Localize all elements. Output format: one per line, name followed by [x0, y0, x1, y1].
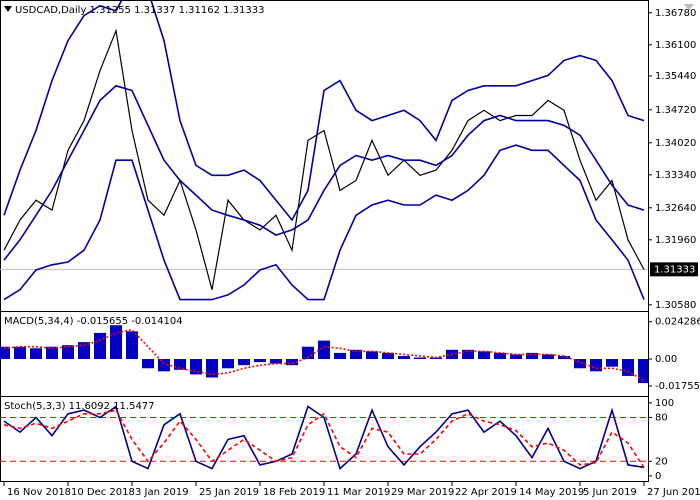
x-tick-label: 3 Jan 2019: [135, 487, 189, 498]
x-tick-label: 11 Mar 2019: [327, 487, 390, 498]
macd-bar: [78, 342, 90, 360]
macd-bar: [462, 349, 474, 360]
macd-bar: [110, 325, 122, 360]
x-tick-label: 29 Mar 2019: [391, 487, 454, 498]
y-tick-label: 1.34020: [655, 138, 696, 149]
x-tick-label: 14 May 2019: [519, 487, 584, 498]
macd-bar: [254, 359, 266, 363]
macd-bar: [174, 359, 186, 370]
macd-bar: [350, 349, 362, 360]
y-tick-label: 1.31960: [655, 235, 696, 246]
macd-bar: [158, 359, 170, 372]
x-tick-label: 10 Dec 2018: [71, 487, 135, 498]
macd-bar: [526, 352, 538, 360]
macd-bar: [510, 354, 522, 360]
macd-bar: [286, 359, 298, 366]
macd-bar: [30, 348, 42, 360]
macd-bar: [494, 352, 506, 360]
corner-icon: [684, 4, 694, 10]
x-tick-label: 16 Nov 2018: [7, 487, 71, 498]
y-tick-label: 1.36780: [655, 8, 696, 19]
panel: [0, 1, 648, 301]
x-tick-label: 18 Feb 2019: [263, 487, 325, 498]
macd-bar: [270, 359, 282, 364]
macd-bar: [206, 359, 218, 378]
x-tick-label: 27 Jun 2019: [647, 487, 700, 498]
macd-bar: [0, 346, 10, 360]
current-price-box: [650, 262, 698, 277]
macd-bar: [190, 359, 202, 375]
panel-title: Stoch(5,3,3) 11.6092 11.5477: [4, 401, 155, 412]
macd-bar: [46, 346, 58, 360]
macd-bar: [414, 357, 426, 360]
y-tick-label: 20: [655, 456, 668, 467]
x-tick-label: 25 Jan 2019: [199, 487, 259, 498]
macd-bar: [622, 359, 634, 376]
series-line: [3, 28, 645, 290]
series-line: [3, 409, 645, 468]
macd-bar: [366, 351, 378, 360]
menu-icon: [4, 6, 12, 12]
macd-bar: [238, 359, 250, 366]
y-tick-label: 0.00: [655, 354, 677, 365]
panel-title: USDCAD,Daily 1.31255 1.31337 1.31162 1.3…: [15, 5, 265, 16]
y-tick-label: 1.33340: [655, 170, 696, 181]
plot-frame: [0, 0, 649, 482]
macd-bar: [14, 346, 26, 360]
x-tick-label: 5 Jun 2019: [583, 487, 637, 498]
macd-bar: [94, 332, 106, 360]
y-tick-label: 1.30580: [655, 300, 696, 311]
macd-bar: [318, 340, 330, 360]
series-line: [3, 1, 645, 222]
macd-bar: [542, 354, 554, 360]
panel: [0, 405, 648, 471]
macd-bar: [574, 359, 586, 369]
macd-bar: [590, 359, 602, 372]
y-tick-label: 1.35440: [655, 71, 696, 82]
macd-bar: [638, 359, 648, 384]
macd-bar: [558, 355, 570, 360]
macd-bar: [606, 359, 618, 367]
series-line: [3, 328, 645, 382]
macd-bar: [142, 359, 154, 369]
y-tick-label: 80: [655, 412, 668, 423]
macd-bar: [398, 355, 410, 360]
current-price-label: 1.31333: [654, 264, 695, 275]
y-tick-label: 1.34720: [655, 105, 696, 116]
y-tick-label: 0.024286: [655, 317, 700, 328]
macd-bar: [62, 345, 74, 360]
macd-bar: [334, 352, 346, 360]
y-tick-label: 1.32640: [655, 203, 696, 214]
macd-bar: [478, 351, 490, 360]
series-line: [3, 405, 645, 471]
macd-bar: [382, 352, 394, 360]
macd-bar: [126, 331, 138, 360]
series-line: [3, 144, 645, 301]
x-tick-label: 22 Apr 2019: [455, 487, 517, 498]
y-tick-label: -0.017557: [655, 381, 700, 392]
panel-title: MACD(5,34,4) -0.015655 -0.014104: [4, 316, 183, 327]
y-tick-label: 0: [655, 471, 661, 482]
y-tick-label: 1.36100: [655, 40, 696, 51]
y-tick-label: 100: [655, 398, 674, 409]
panel: [0, 325, 648, 384]
macd-bar: [222, 359, 234, 369]
series-line: [3, 84, 645, 261]
